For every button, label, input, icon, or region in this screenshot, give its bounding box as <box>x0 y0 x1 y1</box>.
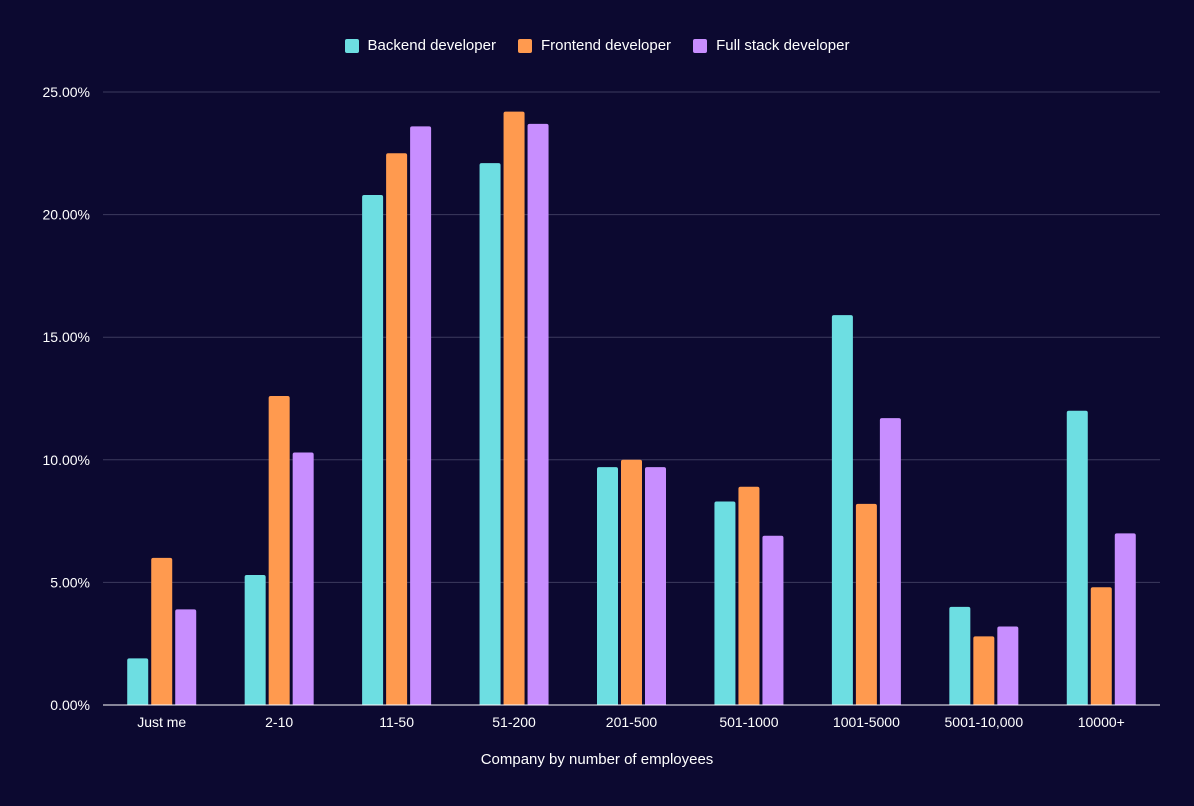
x-tick-label: 51-200 <box>492 714 536 730</box>
legend-swatch-frontend <box>517 38 532 53</box>
bar <box>175 609 197 705</box>
bar <box>855 503 877 705</box>
legend-item-frontend[interactable]: Frontend developer <box>517 37 672 54</box>
bar <box>1066 410 1088 705</box>
bar <box>1114 533 1136 705</box>
x-tick-label: Just me <box>137 714 186 730</box>
bar <box>503 111 525 706</box>
bar <box>386 153 408 706</box>
x-tick-label: 1001-5000 <box>833 714 900 730</box>
x-tick-label: 11-50 <box>379 714 414 730</box>
legend-label-frontend: Frontend developer <box>540 37 672 54</box>
bar <box>621 459 642 705</box>
bar <box>151 557 173 705</box>
x-tick-label: 5001-10,000 <box>945 714 1024 730</box>
bar <box>762 535 784 705</box>
legend-label-fullstack: Full stack developer <box>716 37 850 54</box>
y-tick-label: 25.00% <box>43 84 90 100</box>
bar <box>997 626 1019 705</box>
bar <box>127 658 149 705</box>
y-tick-label: 5.00% <box>50 574 90 590</box>
bar <box>1090 587 1112 705</box>
legend-item-fullstack[interactable]: Full stack developer <box>693 37 849 54</box>
y-tick-label: 0.00% <box>50 697 90 713</box>
bar <box>831 315 853 705</box>
legend: Backend developer Frontend developer Ful… <box>0 37 1194 54</box>
bar <box>268 396 290 705</box>
bar <box>244 575 266 705</box>
legend-swatch-backend <box>344 38 359 53</box>
bar <box>292 452 314 705</box>
x-tick-label: 201-500 <box>606 714 658 730</box>
legend-swatch-fullstack <box>693 38 708 53</box>
bar <box>714 501 736 705</box>
x-axis-title: Company by number of employees <box>480 751 714 768</box>
legend-item-backend[interactable]: Backend developer <box>344 37 496 54</box>
bar <box>597 467 618 705</box>
y-tick-label: 20.00% <box>43 207 90 223</box>
bar <box>410 126 432 705</box>
x-tick-label: 501-1000 <box>719 714 778 730</box>
bar <box>738 486 760 705</box>
bar <box>973 636 995 705</box>
y-tick-label: 10.00% <box>43 452 90 468</box>
bar <box>479 163 501 705</box>
bar <box>527 123 549 706</box>
y-tick-label: 15.00% <box>43 329 90 345</box>
x-tick-label: 10000+ <box>1078 714 1125 730</box>
legend-label-backend: Backend developer <box>367 37 496 54</box>
bar <box>879 418 901 705</box>
x-tick-label: 2-10 <box>265 714 293 730</box>
bar <box>645 467 666 705</box>
bar <box>949 606 971 705</box>
bar <box>362 194 384 705</box>
